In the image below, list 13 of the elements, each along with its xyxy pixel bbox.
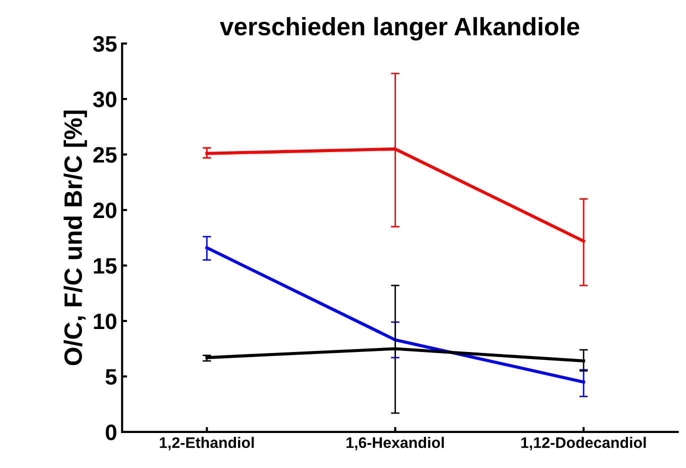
y-axis-title: O/C, F/C und Br/C [%] — [64, 110, 87, 366]
y-tick-label: 15 — [94, 258, 117, 274]
x-tick-label: 1,2-Ethandiol — [160, 436, 254, 450]
y-tick-label: 35 — [93, 36, 117, 52]
x-tick-label: 1,12-Dodecandiol — [521, 436, 646, 450]
y-tick-label: 5 — [106, 369, 117, 385]
y-tick-label: 10 — [94, 314, 116, 330]
y-tick-label: 20 — [93, 202, 116, 218]
chart-title: verschieden langer Alkandiole — [220, 17, 580, 40]
x-tick-label: 1,6-Hexandiol — [346, 436, 444, 450]
y-tick-label: 30 — [93, 92, 116, 108]
y-tick-label: 0 — [106, 424, 116, 440]
y-tick-label: 25 — [93, 147, 117, 163]
